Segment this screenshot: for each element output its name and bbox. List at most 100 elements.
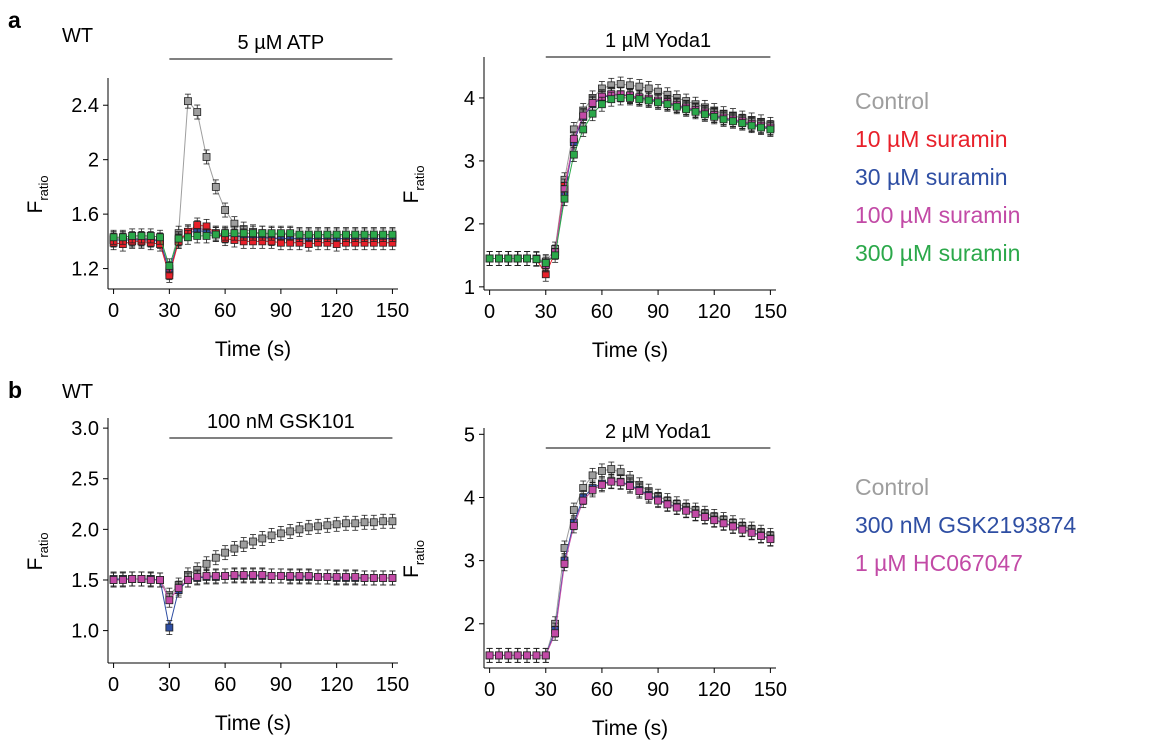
y-tick-label: 4: [464, 487, 475, 509]
series-300-um-suramin: [485, 90, 775, 271]
series-line: [489, 480, 771, 656]
data-point: [691, 107, 700, 116]
data-point: [588, 99, 597, 107]
data-point: [314, 522, 322, 531]
data-point: [109, 233, 118, 242]
y-tick-label: 3.0: [71, 418, 99, 440]
data-point: [579, 125, 588, 134]
data-point: [626, 94, 634, 102]
data-point: [202, 153, 211, 161]
legend-entry-300-um-suramin: 300 µM suramin: [855, 240, 1020, 266]
data-point: [654, 496, 662, 505]
data-point: [766, 535, 775, 544]
data-point: [211, 572, 220, 580]
data-point: [323, 230, 332, 239]
x-tick-label: 0: [484, 679, 495, 701]
legend-entry-300-nm-gsk2193874: 300 nM GSK2193874: [855, 512, 1076, 538]
x-tick-label: 60: [591, 301, 613, 323]
data-point: [342, 230, 350, 239]
x-tick-label: 0: [108, 300, 119, 322]
data-point: [654, 98, 662, 107]
y-tick-label: 2.5: [71, 469, 99, 491]
data-point: [616, 94, 625, 102]
data-point: [635, 82, 644, 91]
data-point: [221, 572, 230, 580]
y-tick-label: 5: [464, 424, 475, 446]
y-tick-label: 2: [464, 614, 475, 636]
data-point: [369, 574, 378, 582]
data-point: [351, 573, 360, 581]
y-axis-label-main: F: [400, 565, 423, 578]
data-point: [267, 531, 276, 540]
data-point: [360, 230, 369, 239]
data-point: [258, 229, 267, 238]
data-point: [118, 233, 127, 242]
data-point: [541, 259, 550, 267]
x-tick-label: 0: [484, 301, 495, 323]
x-tick-label: 150: [754, 679, 787, 701]
data-point: [193, 573, 202, 581]
y-axis-label-main: F: [400, 191, 423, 204]
x-tick-label: 30: [158, 674, 180, 696]
wt-label-b: WT: [62, 381, 93, 403]
series-line: [489, 97, 771, 264]
data-point: [332, 230, 341, 239]
data-point: [369, 230, 378, 239]
data-point: [314, 230, 322, 239]
data-point: [682, 506, 691, 515]
data-point: [276, 572, 285, 580]
data-point: [128, 232, 137, 240]
data-point: [719, 115, 728, 124]
data-point: [286, 229, 295, 238]
chart-yoda1-1um: 1 2 3 4 0 30 60 90 120 150 Time (s) Fratio 1 µM Yoda…: [400, 30, 787, 362]
y-axis-label: Fratio: [24, 532, 51, 570]
data-point: [388, 517, 397, 526]
data-point: [174, 234, 183, 243]
series-line: [489, 94, 771, 276]
data-point: [588, 471, 597, 480]
data-point: [672, 503, 681, 512]
series-300-um-suramin: [109, 225, 397, 274]
x-tick-label: 60: [214, 674, 236, 696]
series-line: [113, 575, 393, 628]
series-line: [113, 520, 393, 597]
data-point: [635, 487, 644, 496]
x-tick-label: 30: [535, 679, 557, 701]
data-point: [360, 574, 369, 582]
data-point: [146, 576, 155, 584]
data-point: [747, 121, 756, 130]
data-point: [663, 100, 672, 109]
data-point: [239, 540, 248, 549]
data-point: [523, 254, 531, 263]
data-point: [342, 519, 350, 528]
data-point: [342, 573, 350, 581]
data-point: [504, 254, 513, 263]
data-point: [258, 534, 267, 543]
condition-label: 2 µM Yoda1: [605, 421, 711, 443]
data-point: [560, 559, 569, 568]
data-point: [230, 571, 239, 579]
data-point: [388, 574, 397, 582]
data-point: [379, 574, 388, 582]
y-axis-label: Fratio: [400, 165, 427, 203]
data-point: [738, 525, 747, 534]
data-point: [369, 518, 378, 527]
x-tick-label: 120: [320, 674, 353, 696]
y-tick-label: 2.0: [71, 519, 99, 541]
data-point: [379, 230, 388, 239]
data-point: [174, 584, 183, 592]
data-point: [644, 96, 653, 105]
y-tick-label: 2: [464, 214, 475, 236]
x-tick-label: 0: [108, 674, 119, 696]
chart-yoda1-2um: 2 3 4 5 0 30 60 90 120 150 Time (s) Fratio 2 µM Yoda…: [400, 421, 787, 740]
data-point: [360, 518, 369, 527]
legend-entry-control: Control: [855, 474, 929, 500]
data-point: [295, 230, 304, 239]
data-point: [276, 229, 285, 238]
data-point: [598, 480, 606, 489]
series-line: [489, 481, 771, 656]
data-point: [351, 230, 360, 239]
data-point: [551, 251, 560, 260]
data-point: [202, 232, 211, 240]
data-point: [626, 482, 634, 491]
